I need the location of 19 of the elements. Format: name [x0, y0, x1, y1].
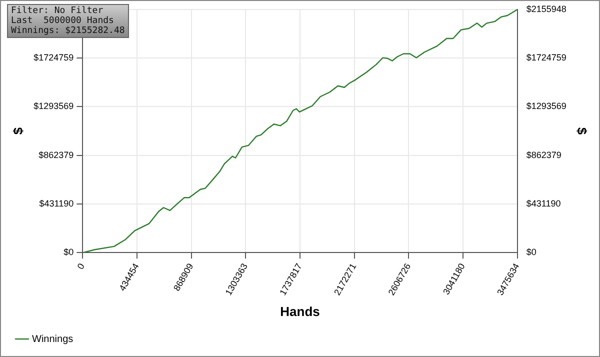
x-axis-title: Hands: [280, 304, 320, 319]
y2-tick-label: $1724759: [526, 52, 566, 63]
y-tick-label: $0: [64, 247, 74, 258]
y2-tick-label: $862379: [526, 150, 562, 160]
y2-tick-label: $2155948: [526, 4, 566, 14]
y-tick-label: $1724759: [34, 52, 74, 63]
y-tick-label: $1293569: [34, 101, 74, 112]
y-axis-title: $: [10, 126, 26, 135]
annotation: Winnings: $2155282.48: [11, 26, 125, 36]
y2-tick-label: $431190: [526, 198, 561, 208]
y2-tick-label: $0: [526, 247, 536, 258]
y-tick-label: $431190: [39, 198, 74, 208]
y2-tick-label: $1293569: [526, 101, 566, 112]
legend-label: Winnings: [32, 334, 74, 345]
y2-axis-title: $: [574, 127, 590, 136]
annotation: Filter: No Filter: [11, 6, 104, 16]
x-tick-label: 0: [75, 262, 87, 271]
annotation: Last 5000000 Hands: [11, 16, 115, 26]
y-tick-label: $862379: [38, 150, 74, 160]
